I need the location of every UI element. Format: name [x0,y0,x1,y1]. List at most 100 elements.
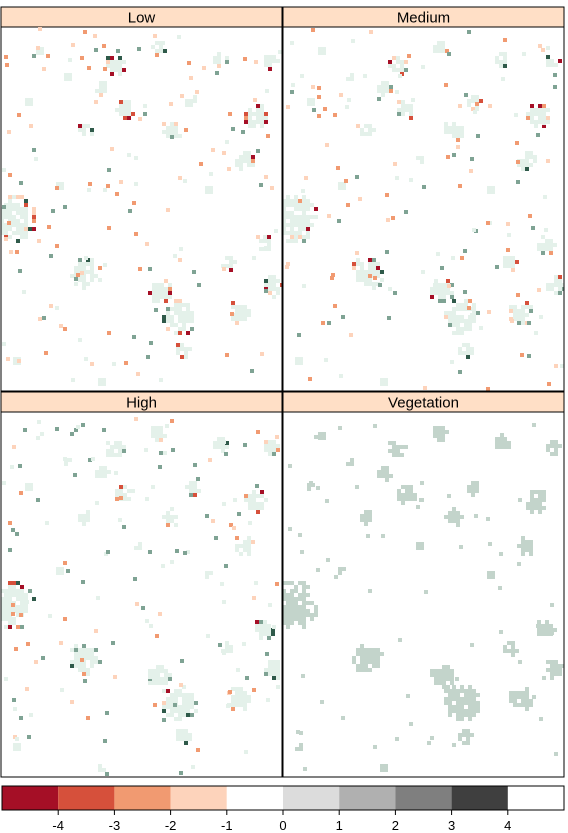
raster-cell [49,304,53,308]
raster-cell [466,351,470,355]
raster-cell [176,347,180,351]
raster-cell [448,515,452,519]
raster-cell [166,134,170,138]
raster-cell [397,493,401,497]
raster-cell [243,57,247,61]
color-key-tick-label: 1 [336,818,343,833]
raster-cell [243,313,247,317]
panel-label: Low [128,10,156,27]
raster-cell [471,481,475,485]
raster-cell [360,278,364,282]
raster-cell [173,703,177,707]
raster-cell [24,597,28,601]
raster-cell [178,134,182,138]
raster-cell [4,55,8,59]
raster-cell [259,632,263,636]
raster-cell [530,112,534,116]
raster-cell [554,275,558,279]
raster-cell [294,601,298,605]
raster-cell [176,351,180,355]
raster-cell [170,135,174,139]
raster-cell [248,502,252,506]
raster-cell [259,636,263,640]
raster-cell [239,699,243,703]
raster-cell [127,153,131,157]
raster-cell [86,672,90,676]
raster-cell [166,327,170,331]
raster-cell [186,319,190,323]
raster-cell [368,270,372,274]
raster-cell [19,716,23,720]
raster-cell [302,227,306,231]
raster-cell [456,138,460,142]
raster-cell [266,134,270,138]
raster-cell [106,64,110,68]
raster-cell [264,175,268,179]
raster-cell [517,695,521,699]
raster-cell [90,660,94,664]
raster-cell [421,270,425,274]
raster-cell [339,93,343,97]
raster-cell [98,382,102,386]
raster-cell [460,126,464,130]
raster-cell [222,440,226,444]
raster-cell [229,649,233,653]
raster-cell [385,193,389,197]
raster-cell [74,270,78,274]
raster-cell [220,582,224,586]
raster-cell [529,151,533,155]
raster-cell [317,114,321,118]
raster-cell [278,613,282,617]
raster-cell [267,624,271,628]
raster-cell [176,343,180,347]
raster-cell [310,613,314,617]
raster-cell [180,659,184,663]
raster-cell [521,552,525,556]
raster-cells [1,27,282,386]
raster-cell [156,283,160,287]
raster-cell [247,309,251,313]
raster-cell [80,650,84,654]
raster-cell [174,323,178,327]
raster-cell [487,186,491,190]
raster-cell [217,52,221,56]
raster-cell [464,709,468,713]
raster-cell [533,159,537,163]
raster-cell [541,632,545,636]
raster-cell [63,457,67,461]
raster-cell [278,601,282,605]
raster-cell [102,428,106,432]
raster-cell [471,95,475,99]
raster-cell [156,665,160,669]
raster-cell [74,648,78,652]
raster-cell [267,628,271,632]
raster-cell [182,697,186,701]
raster-cell [424,590,428,594]
raster-cell [464,323,468,327]
raster-cell [288,527,292,531]
raster-cell [464,693,468,697]
raster-cell [310,617,314,621]
raster-cell [503,445,507,449]
raster-cell [98,660,102,664]
raster-cell [366,534,370,538]
raster-cell [164,669,168,673]
raster-cell [239,552,243,556]
raster-cell [545,632,549,636]
raster-cell [155,426,159,430]
raster-cell [221,445,225,449]
raster-cell [8,605,12,609]
raster-cell [396,453,400,457]
raster-cell [283,593,286,597]
raster-cell [230,312,234,316]
raster-cell [546,59,550,63]
raster-cell [562,283,564,287]
raster-cell [119,496,123,500]
panel-border [282,6,565,392]
raster-cell [90,664,94,668]
raster-cell [444,126,448,130]
raster-cell [170,697,174,701]
raster-cell [221,449,225,453]
raster-cell [229,523,233,527]
raster-cell [301,189,305,193]
